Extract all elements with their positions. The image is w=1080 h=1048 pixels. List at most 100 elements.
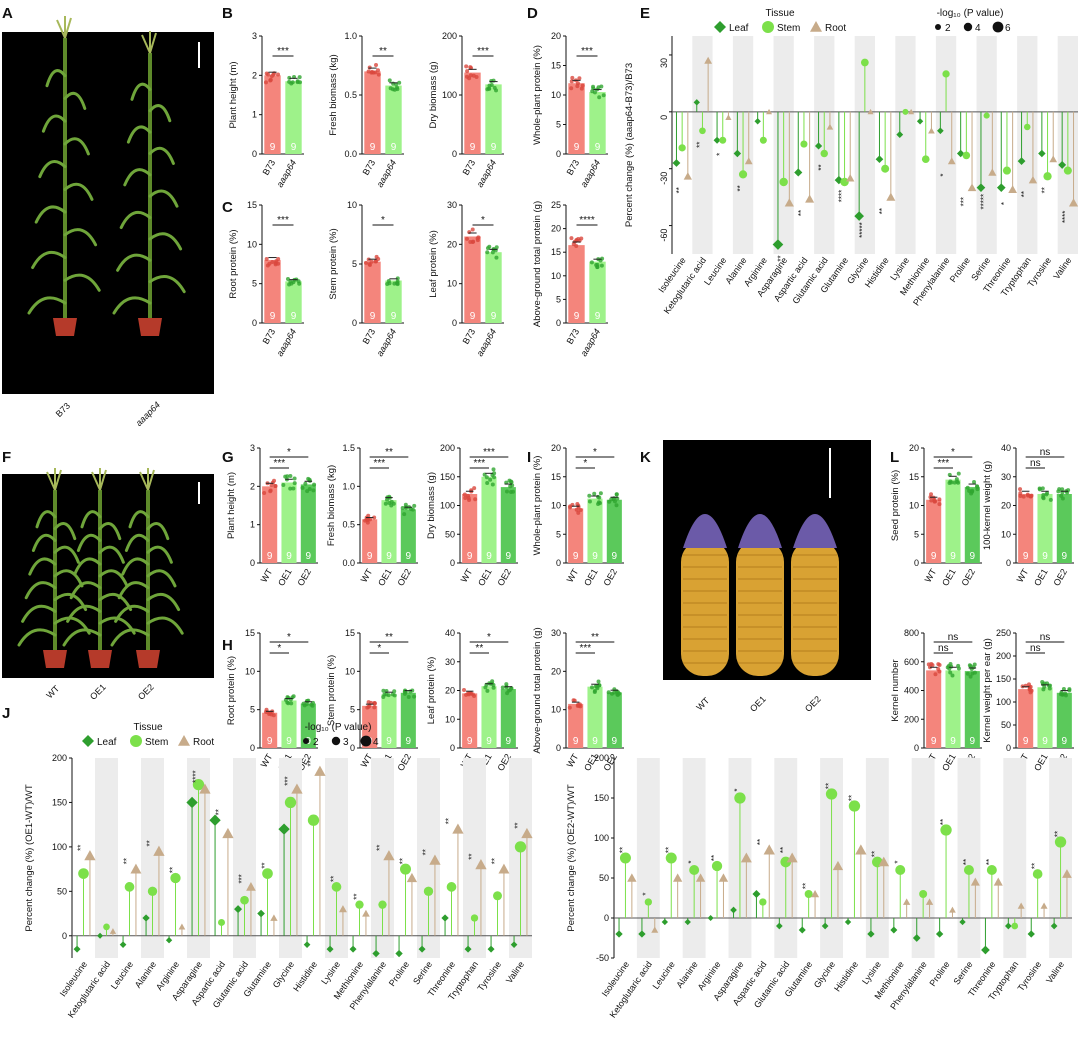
y-tick-label: 15 [345,628,355,638]
y-tick-label: 5 [914,529,919,539]
y-tick-label: 50 [1001,720,1011,730]
data-point [488,477,493,482]
y-tick-label: -60 [659,229,669,242]
bar [281,700,297,748]
data-point [1018,493,1023,498]
data-point [268,488,273,493]
data-point [968,664,973,669]
leaf-marker [303,941,311,948]
y-tick-label: 5 [352,259,357,269]
plant-tassel [46,468,62,491]
data-point [370,69,375,74]
n-label: 9 [574,142,580,153]
data-point [929,498,934,503]
stripe [682,758,706,958]
plant-stem [53,490,57,650]
data-point [1018,491,1023,496]
legend-size-label: 3 [343,737,349,748]
data-point [468,73,473,78]
plant-tassel [56,16,72,39]
bar-chart-0: 0 1 2 3 Plant height (m) 9 B73 9 aaap64 *** [228,31,304,189]
stem-marker [1032,869,1043,879]
data-point [369,259,374,264]
root-marker [429,854,441,865]
y-axis-label: Dry biomass (g) [428,61,439,128]
data-point [392,281,397,286]
plant-F-WT [17,468,91,668]
data-point [1061,686,1066,691]
y-tick-label: 10 [551,705,561,715]
plant-leaf [69,581,102,600]
data-point [295,79,300,84]
y-tick-label: 5 [556,529,561,539]
data-point [596,502,601,507]
data-point [936,667,941,672]
panel-letter-G: G [222,449,234,466]
data-point [1040,682,1045,687]
category-label: Lysine [319,959,342,986]
y-axis-label: Percent change (%) (OE1-WT)/WT [24,784,35,931]
stem-marker [493,891,502,901]
leaf-marker [326,945,334,953]
n-label: 9 [970,736,976,747]
category-label: Histidine [291,959,319,993]
significance-label: *** [579,643,591,654]
leaf-marker [693,99,700,106]
data-point [392,689,397,694]
significance-label: ** [307,760,316,766]
data-point [952,480,957,485]
data-point [376,68,381,73]
bar [364,71,381,154]
data-point [490,473,495,478]
significance-label: *** [483,447,495,458]
data-point [577,703,582,708]
data-point [587,499,592,504]
y-tick-label: 10 [551,90,561,100]
y-tick-label: 0 [450,743,455,753]
root-marker [1068,198,1079,207]
stripe [911,758,935,958]
leaf-marker [464,945,472,953]
legend-size-label: 4 [975,23,981,34]
leaf-marker [672,159,681,167]
y-tick-label: 0 [352,318,357,328]
n-label: 9 [486,551,492,562]
plant-leaf [148,232,183,251]
bar [264,260,281,323]
category-label: Proline [927,959,951,988]
n-label: 9 [970,551,976,562]
significance-label: ** [215,809,224,815]
data-point [471,73,476,78]
data-point [292,481,297,486]
stem-marker [800,140,808,148]
plant-stem [146,490,150,650]
root-marker [763,844,775,855]
plant-leaf [66,604,102,623]
y-tick-label: 150 [440,472,455,482]
significance-label: ns [1030,458,1041,469]
x-tick-label: OE2 [959,567,977,588]
x-tick-label: WT [259,752,275,770]
root-marker [651,926,659,933]
n-label: 9 [950,551,956,562]
data-point [956,480,961,485]
y-tick-label: 200 [594,753,609,763]
data-point [363,260,368,265]
plant-leaf [24,581,57,600]
stem-marker [307,814,320,826]
n-label: 9 [306,551,312,562]
data-point [569,86,574,91]
photo-label-A-0: B73 [54,401,72,419]
data-point [1041,493,1046,498]
y-tick-label: 100 [996,697,1011,707]
y-tick-label: 5 [252,279,257,289]
plant-leaf [98,522,122,541]
panel-letter-C: C [222,199,233,216]
data-point [596,85,601,90]
data-point [486,86,491,91]
x-tick-label: aaap64 [475,327,499,358]
bar [1056,692,1072,748]
root-marker [406,872,418,883]
